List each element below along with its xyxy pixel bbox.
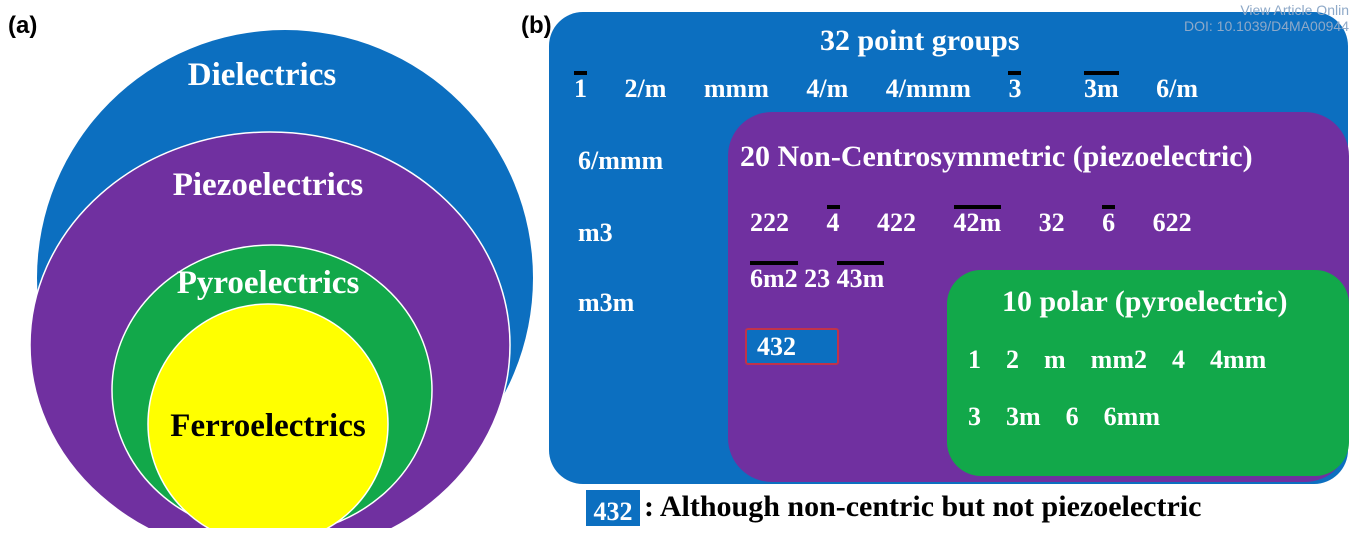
group-1: 1 xyxy=(968,345,981,374)
group-432: 432 xyxy=(757,332,796,361)
watermark-line2: DOI: 10.1039/D4MA00944 xyxy=(1184,18,1349,34)
non-centrosymmetric-title: 20 Non-Centrosymmetric (piezoelectric) xyxy=(740,140,1253,173)
group-4bar-3m: 43m xyxy=(836,261,885,293)
ferroelectrics-label: Ferroelectrics xyxy=(170,408,366,444)
group-3m: 3m xyxy=(1006,402,1041,431)
non-centrosymmetric-row-1: 222 4 422 42m 32 6 622 xyxy=(750,205,1192,238)
panel-a-label: (a) xyxy=(8,12,38,39)
watermark-line1: View Article Onlin xyxy=(1240,2,1349,18)
group-4: 4 xyxy=(1172,345,1185,374)
legend-text: : Although non-centric but not piezoelec… xyxy=(644,490,1202,523)
group-6: 6 xyxy=(1065,402,1079,431)
group-3: 3 xyxy=(968,402,981,431)
pyroelectrics-label: Pyroelectrics xyxy=(177,265,360,301)
group-622: 622 xyxy=(1152,208,1192,237)
dielectrics-label: Dielectrics xyxy=(188,57,337,93)
group-6mm: 6mm xyxy=(1103,402,1160,431)
group-6bar-m2: 6m2 xyxy=(750,261,798,293)
group-6bar: 6 xyxy=(1102,205,1116,237)
group-m3: m3 xyxy=(578,218,613,247)
group-4-m: 4/m xyxy=(806,74,849,103)
polar-row-1: 1 2 m mm2 4 4mm xyxy=(968,345,1266,375)
group-4mm: 4mm xyxy=(1210,345,1267,374)
panel-b-label: (b) xyxy=(521,12,552,39)
ferroelectrics-circle xyxy=(147,303,389,528)
group-432-box: 432 xyxy=(745,328,839,365)
piezoelectrics-label: Piezoelectrics xyxy=(173,167,364,203)
nested-circles-diagram: Dielectrics Piezoelectrics Pyroelectrics… xyxy=(29,30,533,528)
group-2-m: 2/m xyxy=(624,74,667,103)
group-4bar-2m: 42m xyxy=(953,205,1002,237)
group-422: 422 xyxy=(877,208,916,237)
polar-box xyxy=(947,270,1349,476)
point-groups-title: 32 point groups xyxy=(820,24,1020,57)
group-222: 222 xyxy=(750,208,789,237)
centrosymmetric-row-1: 1 2/m mmm 4/m 4/mmm 3 3m 6/m xyxy=(574,71,1199,104)
polar-title: 10 polar (pyroelectric) xyxy=(1002,285,1288,318)
polar-row-2: 3 3m 6 6mm xyxy=(968,402,1160,432)
non-centrosymmetric-row-2: 6m2 23 43m xyxy=(750,261,885,294)
group-3bar-m: 3m xyxy=(1083,71,1119,103)
group-4bar: 4 xyxy=(826,205,840,237)
group-32: 32 xyxy=(1038,208,1065,237)
group-6-mmm: 6/mmm xyxy=(578,146,664,175)
group-6-m: 6/m xyxy=(1156,74,1199,103)
group-2: 2 xyxy=(1006,345,1019,374)
group-23: 23 xyxy=(804,264,831,293)
group-1bar: 1 xyxy=(574,71,587,103)
group-m3m: m3m xyxy=(578,288,635,317)
group-m: m xyxy=(1044,345,1066,374)
legend-swatch-label: 432 xyxy=(593,497,633,526)
watermark: View Article Onlin DOI: 10.1039/D4MA0094… xyxy=(1184,2,1349,34)
group-3bar: 3 xyxy=(1008,71,1022,103)
group-mmm: mmm xyxy=(703,74,769,103)
group-mm2: mm2 xyxy=(1090,345,1147,374)
legend-swatch: 432 xyxy=(586,490,640,526)
group-4-mmm: 4/mmm xyxy=(885,74,971,103)
